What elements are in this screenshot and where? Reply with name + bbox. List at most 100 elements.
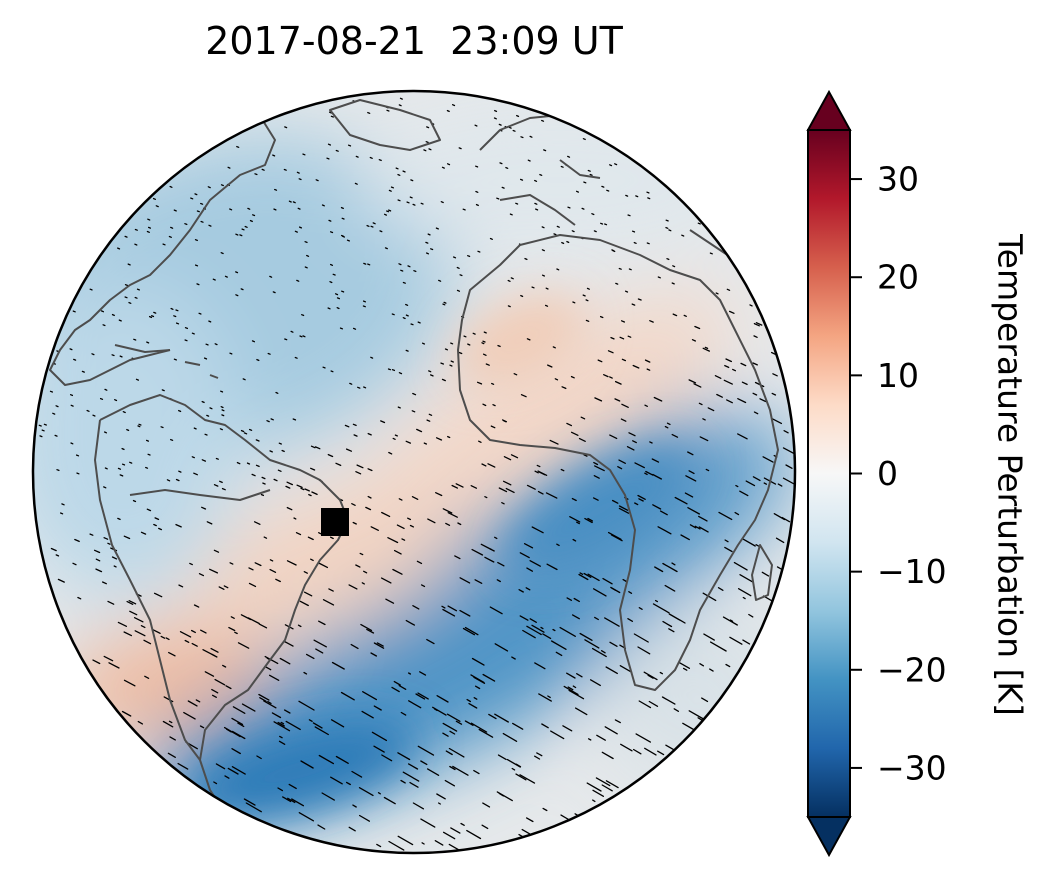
wind-vector	[441, 166, 445, 169]
wind-vector	[442, 508, 453, 514]
wind-vector	[432, 706, 447, 716]
wind-vector	[311, 491, 318, 496]
wind-vector	[178, 409, 182, 413]
wind-vector	[752, 362, 758, 366]
wind-vector	[303, 591, 313, 597]
wind-vector	[263, 536, 268, 539]
wind-vector	[412, 605, 420, 610]
wind-vector	[206, 521, 213, 525]
wind-vector	[634, 462, 645, 469]
wind-vector	[651, 458, 660, 463]
wind-vector	[673, 708, 680, 712]
wind-vector	[460, 822, 465, 826]
wind-vector	[269, 568, 277, 573]
wind-vector	[254, 173, 258, 176]
wind-vector	[571, 497, 577, 502]
wind-vector	[146, 341, 150, 344]
wind-vector	[107, 600, 115, 605]
wind-vector	[179, 631, 192, 638]
wind-vector	[209, 568, 219, 574]
wind-vector	[236, 461, 241, 465]
wind-vector	[194, 193, 198, 196]
wind-vector	[771, 418, 783, 425]
wind-vector	[543, 149, 547, 152]
wind-vector	[133, 617, 144, 623]
wind-vector	[248, 582, 257, 588]
wind-vector	[718, 511, 733, 521]
wind-vector	[632, 440, 637, 444]
wind-vector	[545, 287, 549, 290]
wind-vector	[231, 730, 246, 740]
wind-vector	[119, 474, 124, 477]
wind-vector	[330, 370, 334, 373]
wind-vector	[245, 802, 262, 813]
wind-vector	[392, 437, 396, 440]
wind-vector	[529, 618, 537, 623]
wind-vector	[228, 626, 236, 632]
wind-vector	[405, 314, 409, 317]
wind-vector	[327, 143, 332, 146]
wind-vector	[420, 584, 426, 588]
wind-vector	[427, 518, 436, 524]
wind-vector	[413, 270, 417, 273]
station-marker	[321, 508, 349, 536]
wind-vector	[283, 168, 287, 171]
wind-vector	[699, 663, 705, 667]
wind-vector	[151, 628, 161, 634]
wind-vector	[627, 335, 632, 338]
wind-vector	[633, 633, 649, 643]
wind-vector	[231, 748, 241, 755]
wind-vector	[258, 693, 270, 701]
wind-vector	[518, 589, 524, 593]
wind-vector	[308, 493, 312, 497]
wind-vector	[208, 224, 212, 227]
wind-vector	[322, 366, 326, 369]
wind-vector	[596, 734, 606, 741]
wind-vector	[134, 296, 138, 299]
wind-vector	[304, 241, 308, 244]
wind-vector	[458, 147, 462, 150]
wind-vector	[292, 201, 296, 204]
wind-vector	[584, 517, 593, 524]
wind-vector	[386, 109, 390, 112]
wind-vector	[417, 692, 429, 700]
wind-vector	[385, 598, 395, 604]
wind-vector	[248, 567, 254, 571]
wind-vector	[340, 206, 344, 210]
wind-vector	[220, 406, 224, 409]
wind-vector	[638, 498, 644, 502]
wind-vector	[297, 207, 301, 210]
wind-vector	[330, 115, 334, 118]
wind-vector	[363, 262, 367, 265]
wind-vector	[428, 370, 432, 373]
wind-vector	[275, 578, 281, 583]
wind-vector	[509, 213, 513, 216]
wind-vector	[200, 220, 204, 223]
wind-vector	[511, 767, 516, 771]
wind-vector	[451, 104, 456, 107]
wind-vector	[709, 252, 713, 255]
wind-vector	[335, 149, 339, 152]
wind-vector	[748, 613, 754, 618]
wind-vector	[536, 464, 541, 468]
wind-vector	[129, 610, 138, 616]
wind-vector	[631, 303, 636, 306]
wind-vector	[214, 343, 218, 346]
wind-vector	[689, 524, 697, 529]
wind-vector	[59, 512, 64, 515]
wind-vector	[442, 303, 446, 306]
wind-vector	[524, 257, 528, 261]
wind-vector	[277, 469, 282, 472]
wind-vector	[210, 647, 219, 653]
wind-vector	[310, 558, 314, 562]
wind-vector	[762, 456, 774, 463]
wind-vector	[466, 829, 482, 840]
wind-vector	[220, 184, 224, 187]
wind-vector	[534, 755, 541, 760]
wind-vector	[644, 747, 657, 756]
wind-vector	[601, 185, 605, 188]
wind-vector	[716, 393, 723, 398]
wind-vector	[594, 465, 605, 472]
wind-vector	[539, 173, 543, 176]
wind-vector	[240, 429, 245, 433]
